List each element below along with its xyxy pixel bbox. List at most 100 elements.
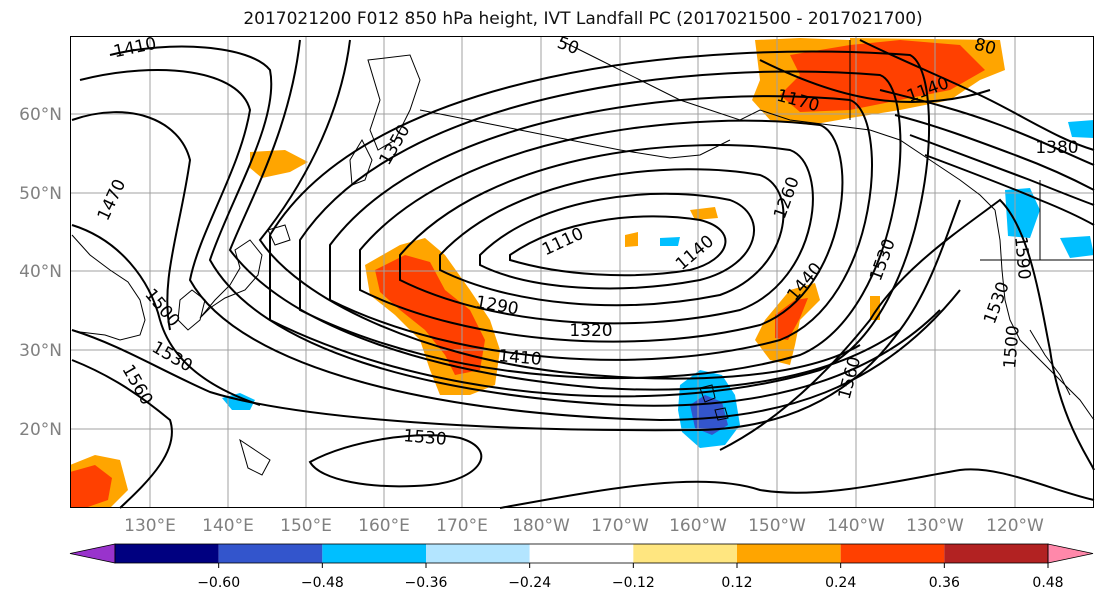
colorbar-tick-label: −0.24 [508, 575, 551, 591]
lon-label: 150°W [748, 516, 806, 536]
small-positive-blob-2 [625, 232, 638, 247]
colorbar-swatch-8 [840, 544, 945, 563]
coast-negative-anomaly-2 [1060, 236, 1094, 258]
contour-1140 [479, 192, 755, 290]
contour-1470 [71, 111, 192, 331]
lon-label: 160°W [669, 516, 727, 536]
small-positive-blob-1 [690, 207, 718, 220]
lon-label: 170°W [591, 516, 649, 536]
contour-label-mid-1410: 1410 [498, 346, 543, 370]
contour-1380 [228, 39, 901, 391]
contour-1440 [79, 69, 961, 422]
map-frame [70, 36, 1094, 508]
height-contours [71, 39, 1095, 509]
colorbar-swatch-9 [944, 544, 1048, 563]
contours-alaska-5 [924, 154, 1095, 226]
contour-label-coast-1590: 1590 [1010, 236, 1034, 281]
canada-negative-anomaly [1068, 120, 1094, 138]
baja-coastline [1029, 329, 1071, 396]
contours-alaska-1 [859, 39, 1095, 151]
colorbar-tick-label: 0.24 [825, 575, 856, 591]
contour-1200 [399, 144, 814, 325]
graticule [71, 37, 1093, 507]
southwest-strong-anomaly [70, 465, 112, 508]
colorbar-tick-label: −0.36 [405, 575, 448, 591]
colorbar-tick-label: 0.48 [1032, 575, 1063, 591]
contour-1560-south [499, 468, 1095, 509]
contour-label-w-1530: 1530 [148, 338, 195, 377]
contour-1260 [329, 95, 873, 361]
colorbar-swatch-6 [633, 544, 737, 563]
contour-1290 [299, 70, 902, 380]
sakhalin-coastline [349, 138, 373, 186]
colorbar-extend-high [1047, 543, 1094, 564]
contour-label-s-1530: 1530 [403, 426, 448, 450]
lat-label: 40°N [19, 262, 62, 282]
contour-label-e-1530: 1530 [866, 236, 900, 283]
lon-label: 130°E [124, 516, 176, 536]
kamchatka-coastline [367, 54, 421, 151]
lon-label: 140°E [202, 516, 254, 536]
contour-1110 [509, 215, 727, 277]
colorbar-tick-label: −0.12 [612, 575, 655, 591]
asia-coastline [71, 234, 146, 341]
north-america-coastline [994, 209, 1095, 421]
contour-label-nw-1470: 1470 [94, 176, 130, 224]
contour-1560-east [719, 198, 1095, 471]
contour-1350 [258, 39, 861, 380]
contour-label-nw-1410: 1410 [112, 34, 158, 63]
contour-label-mid-1320: 1320 [569, 321, 612, 341]
contour-label-coast-1500: 1500 [1000, 325, 1024, 370]
pacific-strong-anomaly [375, 255, 485, 375]
lon-label: 120°W [986, 516, 1044, 536]
small-positive-blob-3 [870, 296, 880, 320]
coast-negative-anomaly-1 [1005, 188, 1040, 238]
contour-1560 [71, 359, 173, 509]
contour-1530-south [308, 434, 483, 488]
lon-label: 170°E [436, 516, 488, 536]
contour-label-ne-1260: 1260 [770, 174, 804, 221]
contour-label-japan-1350: 1350 [376, 121, 415, 168]
colorbar-swatch-3 [322, 544, 426, 563]
lat-label: 20°N [19, 420, 62, 440]
contour-label-coast-1530: 1530 [980, 279, 1014, 326]
contours-alaska-2 [879, 89, 1095, 166]
colorbar-swatch-2 [218, 544, 323, 563]
colorbar-tick-label: 0.12 [721, 575, 752, 591]
lat-label: 50°N [19, 184, 62, 204]
contours-alaska-6 [759, 59, 991, 103]
lon-label: 130°W [906, 516, 964, 536]
east-pacific-strong-anomaly [775, 298, 808, 340]
lat-label: 60°N [19, 105, 62, 125]
contour-1500 [71, 224, 261, 406]
japan-positive-anomaly [250, 150, 308, 178]
hokkaido-coastline [267, 224, 291, 246]
contours-alaska-4 [909, 134, 1095, 206]
colorbar-swatch-1 [115, 544, 219, 563]
colorbar-tick-label: 0.36 [929, 575, 960, 591]
lon-label: 150°E [280, 516, 332, 536]
colorbar-extend-low [69, 543, 116, 564]
lon-label: 140°W [827, 516, 885, 536]
small-negative-blob [660, 237, 680, 246]
latitude-labels: 60°N 50°N 40°N 30°N 20°N [19, 105, 62, 440]
canada-borders [849, 40, 1094, 261]
coastlines [71, 39, 1095, 476]
contours-alaska-3 [894, 114, 1095, 191]
aleutian-chain [419, 109, 731, 159]
philippines-coastline [239, 438, 271, 476]
alaska-coastline [559, 39, 996, 211]
colorbar-swatch-4 [426, 544, 530, 563]
colorbar: −0.60 −0.48 −0.36 −0.24 −0.12 0.12 0.24 0.36 0.4… [69, 543, 1094, 591]
lon-label: 180°W [512, 516, 570, 536]
colorbar-outline [114, 543, 1049, 564]
colorbar-tick-label: −0.48 [301, 575, 344, 591]
contour-1230 [359, 119, 844, 343]
contour-label-canada-1380: 1380 [1035, 138, 1078, 158]
contour-1410 [109, 45, 941, 407]
korea-coastline [177, 289, 206, 331]
lon-label: 160°E [358, 516, 410, 536]
longitude-labels: 130°E 140°E 150°E 160°E 170°E 180°W 170°W 160°W… [124, 516, 1044, 536]
colorbar-tick-label: −0.60 [197, 575, 240, 591]
